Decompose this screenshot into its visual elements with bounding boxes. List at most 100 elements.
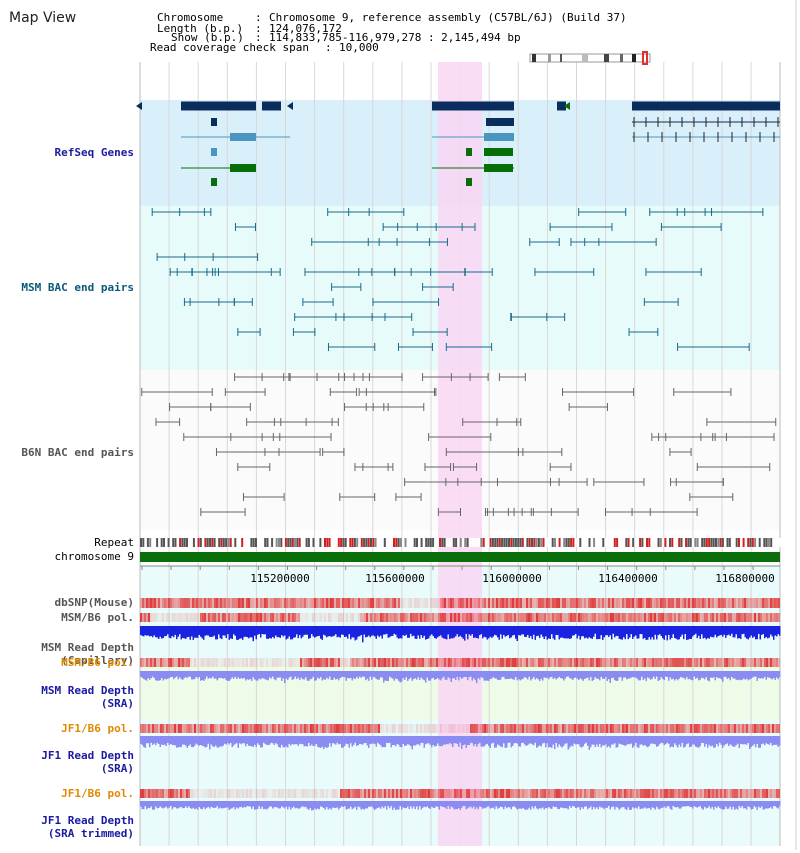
depth-bar bbox=[560, 671, 562, 679]
depth-bar bbox=[561, 626, 563, 638]
polymorphism-cell bbox=[598, 789, 600, 798]
polymorphism-cell bbox=[380, 658, 382, 667]
polymorphism-cell bbox=[226, 613, 228, 622]
polymorphism-cell bbox=[318, 598, 320, 608]
polymorphism-cell bbox=[254, 658, 256, 667]
polymorphism-cell bbox=[338, 613, 340, 622]
depth-bar bbox=[147, 736, 149, 744]
track-label-msm-bac[interactable]: MSM BAC end pairs bbox=[21, 281, 134, 294]
polymorphism-cell bbox=[334, 658, 336, 667]
depth-bar bbox=[483, 671, 485, 681]
polymorphism-cell bbox=[326, 658, 328, 667]
depth-bar bbox=[165, 671, 167, 680]
depth-bar bbox=[356, 801, 358, 810]
repeat-mark bbox=[436, 538, 439, 547]
polymorphism-cell bbox=[408, 789, 410, 798]
repeat-mark bbox=[517, 538, 520, 547]
polymorphism-cell bbox=[540, 598, 542, 608]
depth-bar bbox=[464, 671, 466, 677]
polymorphism-cell bbox=[542, 724, 544, 733]
polymorphism-cell bbox=[562, 598, 564, 608]
track-label-jf1-depth[interactable]: JF1 Read Depth (SRA) bbox=[41, 749, 134, 775]
polymorphism-cell bbox=[332, 724, 334, 733]
depth-bar bbox=[179, 801, 181, 808]
polymorphism-cell bbox=[326, 724, 328, 733]
polymorphism-cell bbox=[736, 789, 738, 798]
polymorphism-cell bbox=[572, 724, 574, 733]
depth-bar bbox=[752, 626, 754, 638]
depth-bar bbox=[729, 626, 731, 636]
depth-bar bbox=[338, 626, 340, 637]
depth-bar bbox=[761, 736, 763, 745]
track-label-dbsnp[interactable]: dbSNP(Mouse) bbox=[54, 596, 134, 609]
depth-bar bbox=[749, 626, 751, 638]
track-label-msm-b6-pol[interactable]: MSM/B6 pol. bbox=[61, 611, 134, 624]
depth-bar bbox=[504, 671, 506, 680]
polymorphism-cell bbox=[588, 598, 590, 608]
polymorphism-cell bbox=[382, 598, 384, 608]
depth-bar bbox=[510, 736, 512, 748]
polymorphism-cell bbox=[598, 724, 600, 733]
track-label-msm-b6-pol-sra[interactable]: MSM/B6 pol. bbox=[61, 656, 134, 669]
track-label-repeat[interactable]: Repeat bbox=[94, 536, 134, 549]
depth-bar bbox=[548, 801, 550, 808]
gene-exon bbox=[211, 178, 217, 186]
polymorphism-cell bbox=[684, 613, 686, 622]
depth-bar bbox=[257, 801, 259, 809]
depth-bar bbox=[260, 801, 262, 809]
depth-bar bbox=[290, 671, 292, 677]
track-label-jf1-depth-trimmed[interactable]: JF1 Read Depth (SRA trimmed) bbox=[41, 814, 134, 840]
depth-bar bbox=[219, 736, 221, 747]
track-label-msm-depth-sra[interactable]: MSM Read Depth (SRA) bbox=[41, 684, 134, 710]
polymorphism-cell bbox=[302, 598, 304, 608]
repeat-mark bbox=[363, 538, 366, 547]
repeat-mark bbox=[367, 538, 370, 547]
depth-bar bbox=[620, 626, 622, 640]
polymorphism-cell bbox=[414, 724, 416, 733]
depth-bar bbox=[750, 671, 752, 679]
repeat-mark bbox=[535, 538, 538, 547]
polymorphism-cell bbox=[648, 613, 650, 622]
depth-bar bbox=[168, 801, 170, 808]
depth-bar bbox=[749, 671, 751, 680]
repeat-mark bbox=[721, 538, 724, 547]
repeat-mark bbox=[420, 538, 423, 547]
track-label-jf1-b6-pol-trimmed[interactable]: JF1/B6 pol. bbox=[61, 787, 134, 800]
polymorphism-cell bbox=[352, 724, 354, 733]
polymorphism-cell bbox=[554, 724, 556, 733]
depth-bar bbox=[464, 626, 466, 641]
polymorphism-cell bbox=[290, 613, 292, 622]
track-label-refseq-genes[interactable]: RefSeq Genes bbox=[54, 146, 134, 159]
depth-bar bbox=[549, 626, 551, 639]
polymorphism-cell bbox=[208, 724, 210, 733]
depth-bar bbox=[671, 801, 673, 810]
polymorphism-cell bbox=[590, 724, 592, 733]
depth-bar bbox=[227, 736, 229, 744]
polymorphism-cell bbox=[692, 724, 694, 733]
depth-bar bbox=[683, 626, 685, 640]
ideogram-band bbox=[560, 54, 562, 62]
depth-bar bbox=[537, 736, 539, 747]
repeat-mark bbox=[333, 538, 336, 547]
track-label-msm-depth-capillary[interactable]: MSM Read Depth (Capillary) bbox=[41, 641, 134, 667]
depth-bar bbox=[438, 801, 440, 810]
polymorphism-cell bbox=[660, 789, 662, 798]
depth-bar bbox=[453, 801, 455, 810]
depth-bar bbox=[390, 801, 392, 807]
polymorphism-cell bbox=[754, 658, 756, 667]
polymorphism-cell bbox=[622, 658, 624, 667]
polymorphism-cell bbox=[614, 613, 616, 622]
polymorphism-cell bbox=[632, 613, 634, 622]
depth-bar bbox=[599, 671, 601, 681]
track-label-chromosome[interactable]: chromosome 9 bbox=[54, 550, 134, 563]
depth-bar bbox=[362, 626, 364, 643]
polymorphism-cell bbox=[618, 789, 620, 798]
polymorphism-cell bbox=[316, 724, 318, 733]
track-label-jf1-b6-pol[interactable]: JF1/B6 pol. bbox=[61, 722, 134, 735]
track-label-b6n-bac[interactable]: B6N BAC end pairs bbox=[21, 446, 134, 459]
repeat-mark bbox=[581, 538, 584, 547]
polymorphism-cell bbox=[726, 724, 728, 733]
depth-bar bbox=[450, 626, 452, 639]
polymorphism-cell bbox=[550, 658, 552, 667]
